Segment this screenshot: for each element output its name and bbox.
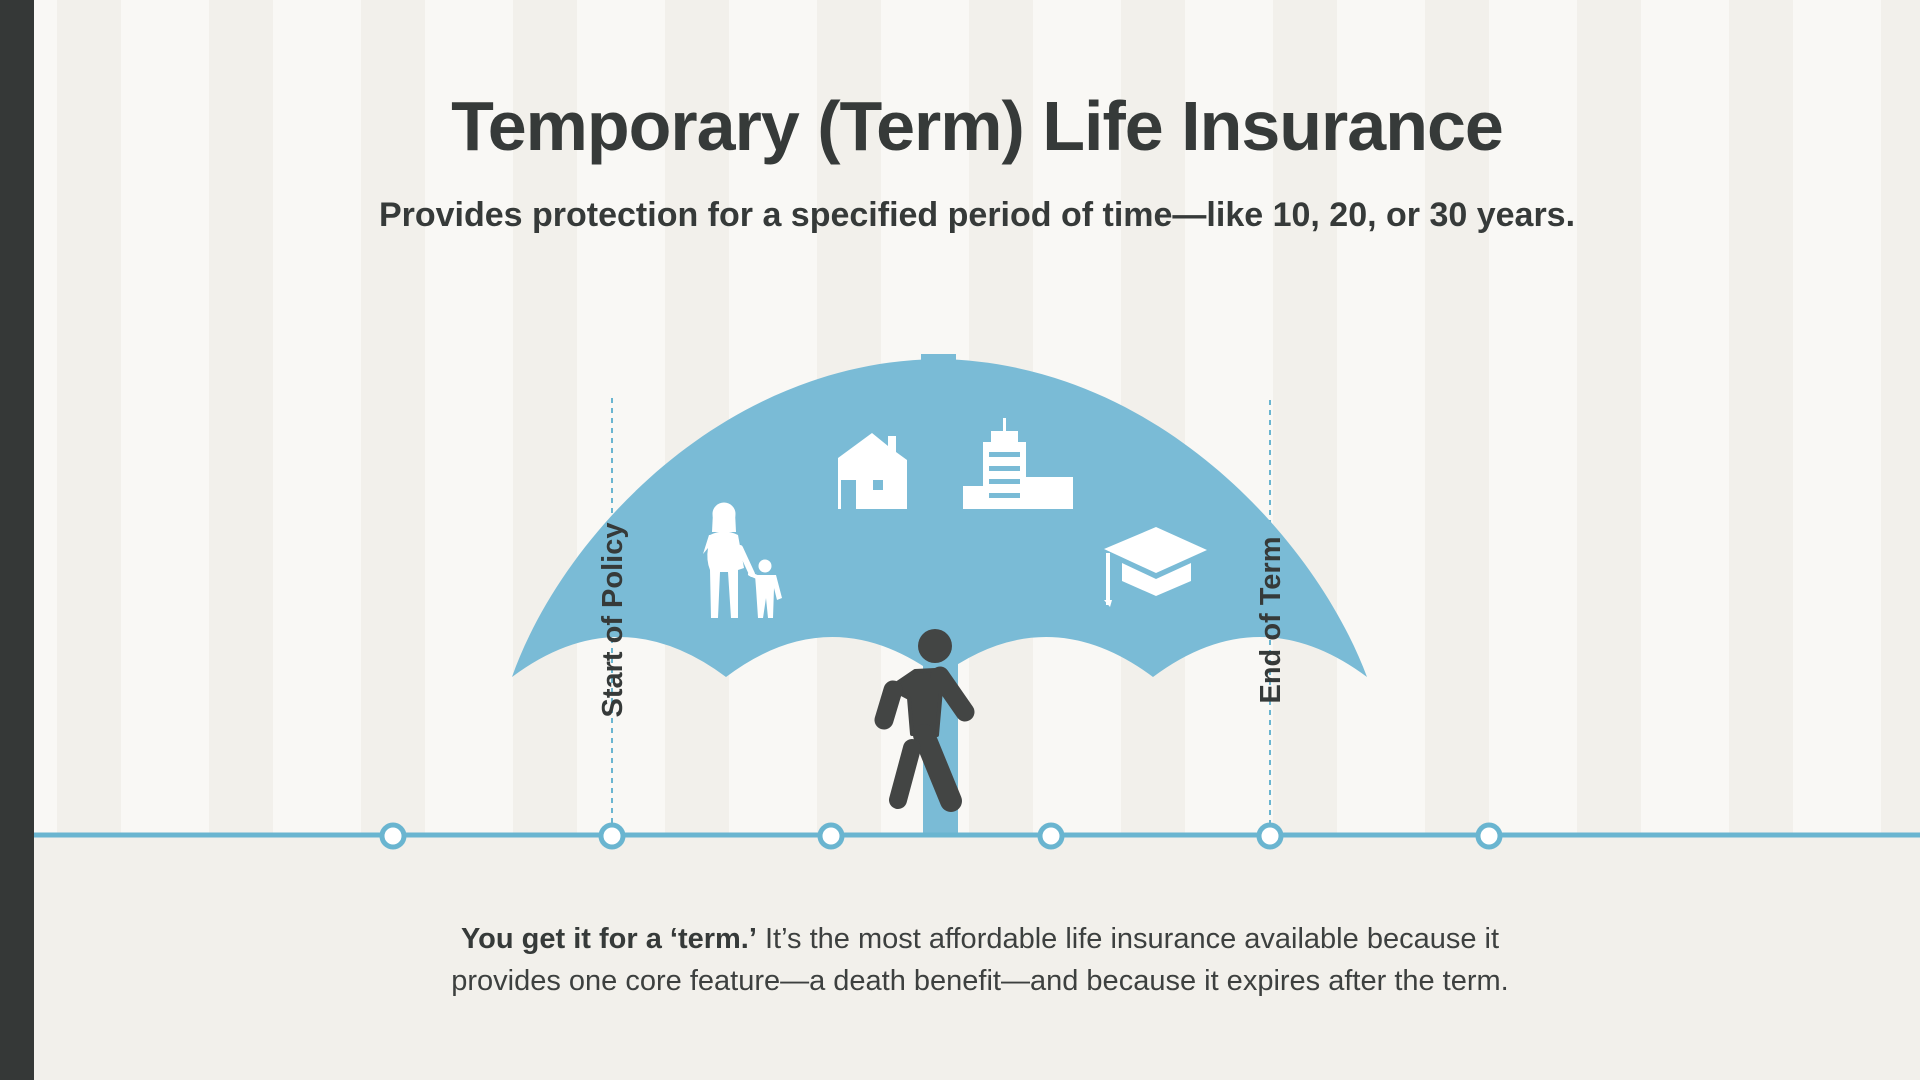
- family-icon: [703, 502, 782, 618]
- timeline-marker: [379, 822, 407, 850]
- description-line1: It’s the most affordable life insurance …: [756, 923, 1500, 955]
- timeline-marker: [1037, 822, 1065, 850]
- description-line2: provides one core feature—a death benefi…: [451, 965, 1509, 997]
- page-title: Temporary (Term) Life Insurance: [451, 87, 1504, 165]
- timeline-marker: [1475, 822, 1503, 850]
- timeline: [34, 822, 1920, 850]
- umbrella-icon: [512, 354, 1367, 677]
- description-paragraph: You get it for a ‘term.’ It’s the most a…: [300, 918, 1660, 1002]
- timeline-marker: [817, 822, 845, 850]
- building-icon: [963, 418, 1073, 509]
- left-sidebar-bar: [0, 0, 34, 1080]
- bottom-panel: [34, 835, 1920, 1080]
- end-of-term-label: End of Term: [1255, 536, 1287, 703]
- graduation-cap-icon: [1104, 527, 1207, 607]
- subtitle: Provides protection for a specified peri…: [378, 196, 1576, 234]
- walking-person-icon: [874, 629, 975, 812]
- house-icon: [838, 433, 907, 509]
- start-of-policy-label: Start of Policy: [597, 523, 629, 718]
- timeline-marker-start: [598, 822, 626, 850]
- description-lead: You get it for a ‘term.’: [460, 923, 757, 955]
- timeline-marker-end: [1256, 822, 1284, 850]
